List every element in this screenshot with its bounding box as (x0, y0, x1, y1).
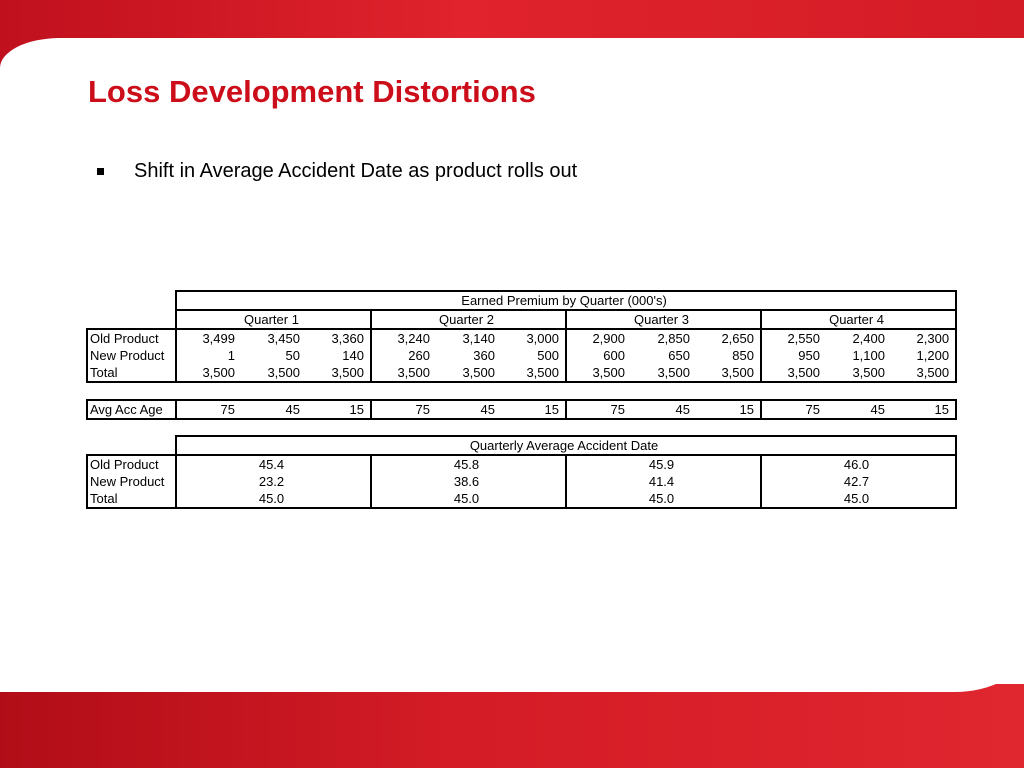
quarter-header-row: Quarter 1 Quarter 2 Quarter 3 Quarter 4 (87, 310, 958, 330)
premium-value-cell: 3,360 (331, 331, 364, 346)
premium-value-cell: 3,500 (760, 364, 826, 383)
premium-value-cell: 1,200 (891, 347, 958, 364)
avg-accident-date-table: Quarterly Average Accident Date Old Prod… (86, 435, 957, 509)
premium-value-cell: 3,500 (306, 364, 371, 383)
premium-value-cell: 2,850 (657, 331, 690, 346)
age-value-cell: 75 (175, 399, 241, 420)
premium-value-cell: 3,500 (891, 364, 958, 383)
avg-date-value-cell: 45.9 (565, 455, 761, 473)
premium-value-cell: 950 (760, 347, 826, 364)
avg-date-value-cell: 45.4 (175, 455, 371, 473)
empty-corner-cell (87, 291, 176, 310)
row-label: New Product (86, 473, 176, 490)
row-label: Total (86, 490, 176, 509)
row-label: Total (86, 364, 176, 383)
age-value-cell: 75 (370, 399, 436, 420)
premium-value-cell: 500 (537, 348, 559, 363)
avg-date-value-cell: 46.0 (760, 455, 957, 473)
premium-value-cell: 3,500 (436, 364, 501, 383)
age-value-cell: 45 (631, 399, 696, 420)
avg-date-value-cell: 45.0 (565, 490, 761, 509)
premium-value-cell: 3,500 (501, 364, 566, 383)
row-label: New Product (86, 347, 176, 364)
row-label: Old Product (86, 455, 176, 473)
avg-date-value-cell: 45.0 (760, 490, 957, 509)
date-table-header: Quarterly Average Accident Date (175, 435, 957, 456)
quarter-header: Quarter 1 (175, 310, 371, 330)
avg-date-value-cell: 45.0 (370, 490, 566, 509)
square-bullet-icon (97, 168, 104, 175)
premium-value-cell: 2,300 (891, 329, 958, 347)
avg-date-value-cell: 42.7 (760, 473, 957, 490)
header-panel (0, 38, 1024, 98)
avg-date-value-cell: 38.6 (370, 473, 566, 490)
slide-title: Loss Development Distortions (88, 74, 536, 109)
premium-value-cell: 3,500 (175, 364, 241, 383)
empty-corner-cell (87, 310, 176, 330)
avg-date-value-cell: 45.0 (175, 490, 371, 509)
row-label: Old Product (86, 328, 176, 347)
age-value-cell: 15 (501, 399, 566, 420)
premium-value-cell: 2,650 (721, 331, 754, 346)
age-value-cell: 15 (891, 399, 957, 420)
premium-value-cell: 3,500 (826, 364, 891, 383)
date-header-row: Quarterly Average Accident Date (87, 435, 957, 456)
age-value-cell: 75 (760, 399, 826, 420)
bullet-text: Shift in Average Accident Date as produc… (134, 160, 578, 182)
premium-value-cell: 360 (473, 348, 495, 363)
age-value-cell: 75 (565, 399, 631, 420)
premium-value-cell: 3,450 (267, 331, 300, 346)
age-value-cell: 45 (826, 399, 891, 420)
premium-value-cell: 3,499 (175, 329, 241, 347)
premium-value-cell: 650 (668, 348, 690, 363)
premium-value-cell: 3,140 (462, 331, 495, 346)
premium-value-cell: 140 (342, 348, 364, 363)
avg-date-value-cell: 23.2 (175, 473, 371, 490)
age-value-cell: 45 (436, 399, 501, 420)
age-value-cell: 45 (241, 399, 306, 420)
premium-value-cell: 2,400 (852, 331, 885, 346)
premium-value-cell: 3,500 (696, 364, 761, 383)
premium-value-cell: 3,500 (631, 364, 696, 383)
premium-value-cell: 3,500 (370, 364, 436, 383)
footer-panel (0, 640, 1024, 692)
avg-date-value-cell: 45.8 (370, 455, 566, 473)
date-data-row: Old Product 45.4 45.8 45.9 46.0 (86, 455, 957, 473)
premium-value-cell: 2,900 (565, 329, 631, 347)
premium-data-row: New Product 1 50 140 260 360 500 600 650 850 950 1,… (86, 347, 958, 364)
avg-acc-age-table: Avg Acc Age 75 45 15 75 45 15 75 45 15 75 45 15 (86, 399, 957, 420)
quarter-header: Quarter 4 (759, 310, 958, 330)
date-data-row: Total 45.0 45.0 45.0 45.0 (86, 490, 957, 509)
premium-value-cell: 3,000 (526, 331, 559, 346)
quarter-header: Quarter 2 (370, 310, 566, 330)
premium-header-row: Earned Premium by Quarter (000's) (87, 290, 958, 311)
premium-value-cell: 3,500 (241, 364, 306, 383)
premium-value-cell: 600 (565, 347, 631, 364)
premium-value-cell: 3,500 (565, 364, 631, 383)
avg-acc-age-row: Avg Acc Age 75 45 15 75 45 15 75 45 15 75 45 15 (86, 399, 957, 420)
premium-value-cell: 1 (175, 347, 241, 364)
premium-data-row: Total 3,500 3,500 3,500 3,500 3,500 3,500 3,500… (86, 364, 958, 383)
premium-value-cell: 850 (732, 348, 754, 363)
avg-date-value-cell: 41.4 (565, 473, 761, 490)
premium-data-row: Old Product 3,499 3,450 3,360 3,240 3,140 3,00… (86, 328, 958, 347)
premium-table-header: Earned Premium by Quarter (000's) (174, 290, 958, 311)
date-data-row: New Product 23.2 38.6 41.4 42.7 (86, 473, 957, 490)
age-value-cell: 15 (306, 399, 371, 420)
quarter-header: Quarter 3 (565, 310, 761, 330)
premium-value-cell: 1,100 (852, 348, 885, 363)
premium-value-cell: 50 (285, 348, 300, 363)
premium-value-cell: 3,240 (370, 329, 436, 347)
premium-value-cell: 260 (370, 347, 436, 364)
age-value-cell: 15 (696, 399, 761, 420)
premium-value-cell: 2,550 (760, 329, 826, 347)
empty-corner-cell (87, 436, 176, 456)
footer-band (0, 684, 1024, 768)
row-label: Avg Acc Age (86, 399, 176, 420)
earned-premium-table: Earned Premium by Quarter (000's) Quarte… (86, 290, 958, 383)
